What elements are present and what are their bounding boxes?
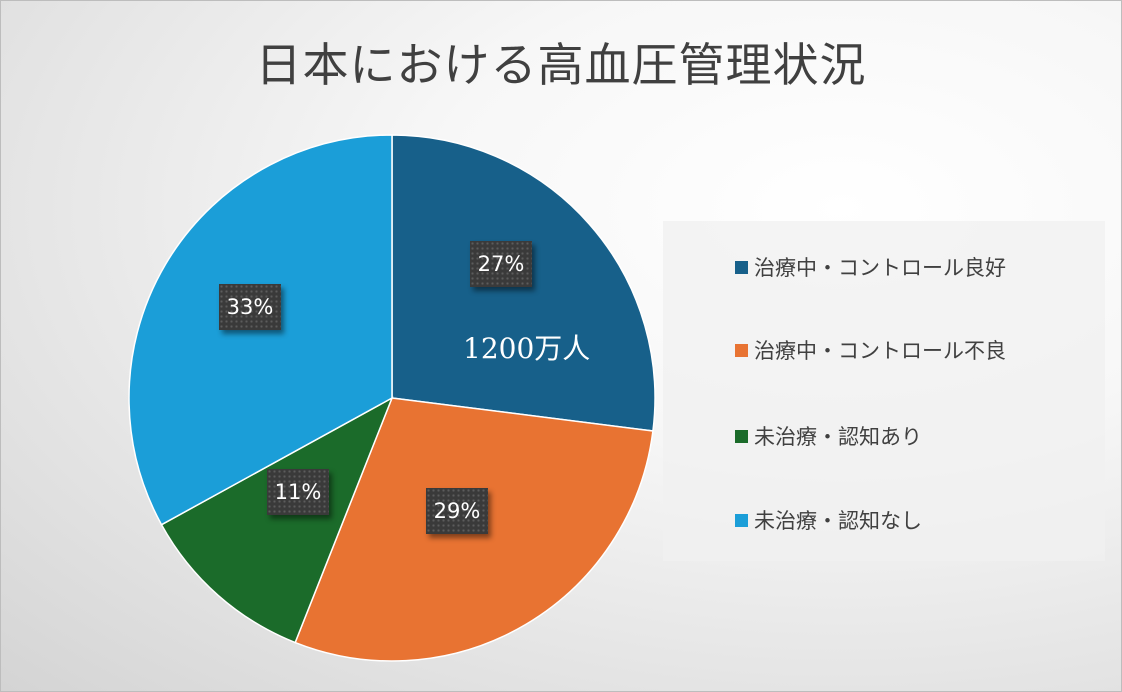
legend-item: 未治療・認知あり xyxy=(735,421,922,451)
data-label-slice-2: 29% xyxy=(426,488,488,534)
legend-item: 治療中・コントロール良好 xyxy=(735,252,1006,282)
pie-slice-3 xyxy=(160,396,394,644)
chart-title: 日本における高血圧管理状況 xyxy=(255,38,867,92)
legend-label: 治療中・コントロール不良 xyxy=(754,339,1006,363)
legend-item: 治療中・コントロール不良 xyxy=(735,335,1006,365)
slice-annotation: 1200万人 xyxy=(463,332,591,365)
legend-label: 未治療・認知あり xyxy=(754,425,922,449)
legend-swatch xyxy=(735,429,748,443)
legend-item: 未治療・認知なし xyxy=(735,505,922,535)
legend: 治療中・コントロール良好 治療中・コントロール不良 未治療・認知あり 未治療・認… xyxy=(663,221,1105,561)
data-label-slice-1: 27% xyxy=(470,241,532,287)
data-label-slice-4: 33% xyxy=(219,284,281,330)
legend-label: 治療中・コントロール良好 xyxy=(754,256,1006,280)
data-label-slice-3: 11% xyxy=(267,469,329,515)
legend-label: 未治療・認知なし xyxy=(754,509,922,533)
legend-swatch xyxy=(735,260,748,274)
legend-swatch xyxy=(735,343,748,357)
legend-swatch xyxy=(735,513,748,527)
